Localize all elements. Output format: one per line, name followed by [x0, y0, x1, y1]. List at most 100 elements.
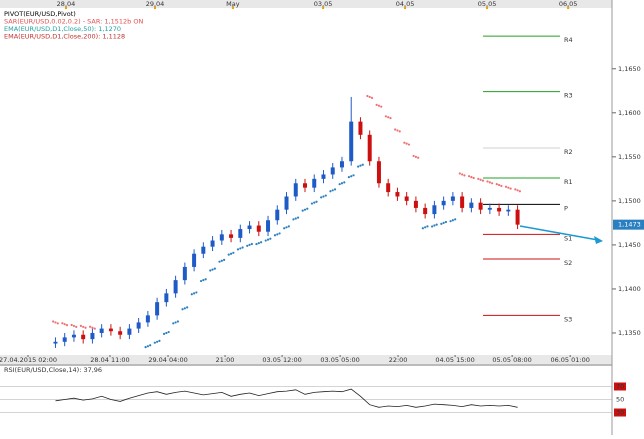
- sar-dot: [417, 156, 420, 159]
- sar-dot: [396, 129, 399, 132]
- candle-body: [275, 209, 280, 221]
- sar-dot: [380, 105, 383, 108]
- sar-dot: [331, 189, 334, 192]
- sar-dot: [236, 248, 240, 251]
- y-tick-label: 1,1550: [618, 153, 641, 161]
- top-tick-label: May: [226, 0, 240, 8]
- sar-dot: [435, 223, 438, 226]
- sar-dot: [84, 326, 87, 329]
- sar-dot: [491, 182, 494, 185]
- sar-dot: [343, 181, 346, 184]
- sar-dot: [421, 227, 424, 230]
- sar-dot: [387, 116, 390, 119]
- candle-body: [497, 207, 502, 212]
- sar-dot: [248, 243, 251, 247]
- candle-body: [219, 234, 224, 241]
- sar-dot: [93, 327, 96, 330]
- sar-dot: [310, 202, 314, 205]
- rsi-tick-box: [614, 382, 626, 391]
- sar-dot: [176, 320, 180, 323]
- sar-dot: [283, 227, 286, 230]
- sar-dot: [315, 200, 318, 203]
- candle-body: [210, 240, 215, 247]
- sar-dot: [172, 322, 175, 325]
- sar-dot: [246, 244, 249, 247]
- x-tick-label: 22:00: [389, 356, 408, 364]
- sar-dot: [239, 247, 242, 250]
- rsi-tick-label: 50: [616, 396, 624, 404]
- sar-dot: [52, 320, 55, 323]
- sar-dot: [183, 307, 186, 310]
- sar-dot: [287, 225, 290, 228]
- sar-dot: [181, 308, 184, 311]
- candle-body: [71, 334, 76, 338]
- candle-body: [303, 183, 307, 188]
- sar-dot: [394, 128, 397, 131]
- candle-body: [432, 205, 437, 215]
- candle-body: [192, 253, 197, 267]
- candle-body: [404, 196, 409, 201]
- candle-body: [266, 220, 271, 232]
- sar-dot: [269, 237, 272, 240]
- sar-dot: [204, 278, 207, 281]
- sar-dot: [82, 325, 85, 328]
- candle-body: [386, 183, 391, 193]
- sar-dot: [259, 241, 263, 244]
- sar-dot: [449, 220, 452, 223]
- sar-dot: [454, 218, 457, 221]
- candle-body: [164, 293, 169, 303]
- sar-dot: [322, 195, 325, 198]
- top-tick-label: 29.04: [146, 0, 165, 8]
- candle-body: [376, 161, 381, 184]
- sar-dot: [72, 324, 76, 328]
- sar-dot: [377, 104, 381, 107]
- sar-dot: [144, 346, 147, 349]
- sar-dot: [213, 267, 216, 270]
- candle-body: [118, 331, 123, 335]
- candle-body: [349, 121, 354, 162]
- sar-dot: [165, 331, 168, 335]
- sar-dot: [357, 165, 360, 168]
- sar-dot: [486, 180, 489, 183]
- candle-body: [155, 302, 160, 316]
- sar-dot: [472, 176, 475, 180]
- top-tick-label: 04.05: [396, 0, 415, 8]
- sar-dot: [398, 130, 401, 133]
- y-tick-label: 1,1350: [618, 329, 641, 337]
- candle-body: [339, 161, 344, 168]
- sar-dot: [324, 194, 327, 197]
- sar-dot: [350, 175, 353, 178]
- top-tick-label: 28.04: [57, 0, 76, 8]
- x-tick-label: 28.04 11:00: [90, 356, 129, 364]
- sar-dot: [405, 142, 408, 145]
- sar-dot: [414, 155, 418, 158]
- legend-entry: PIVOT(EUR/USD,Pivot): [4, 10, 76, 18]
- sar-dot: [361, 163, 364, 166]
- sar-dot: [375, 103, 378, 106]
- sar-dot: [156, 340, 159, 343]
- sar-dot: [227, 253, 230, 256]
- pivot-label: S1: [564, 234, 572, 242]
- candle-body: [358, 121, 363, 135]
- sar-dot: [278, 232, 281, 235]
- sar-dot: [488, 181, 491, 184]
- sar-dot: [89, 325, 92, 328]
- sar-dot: [384, 115, 387, 118]
- y-tick-label: 1,1650: [618, 65, 641, 73]
- sar-dot: [347, 176, 351, 179]
- sar-dot: [426, 225, 429, 228]
- candle-body: [395, 192, 400, 197]
- sar-dot: [458, 172, 461, 175]
- sar-dot: [430, 225, 434, 228]
- candle-body: [201, 246, 206, 254]
- sar-dot: [257, 242, 260, 245]
- sar-dot: [158, 339, 161, 342]
- sar-dot: [306, 207, 309, 210]
- sar-dot: [54, 321, 57, 324]
- sar-dot: [433, 224, 436, 227]
- sar-dot: [220, 259, 223, 262]
- sar-dot: [507, 186, 510, 189]
- sar-dot: [463, 174, 466, 177]
- candle-body: [450, 196, 455, 201]
